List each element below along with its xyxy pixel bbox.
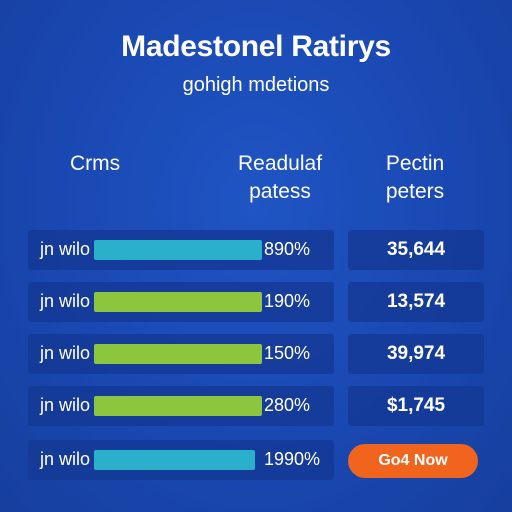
row-panel: jn wilo 890% [28, 230, 334, 270]
bar-track [94, 292, 262, 312]
bar-track [94, 396, 262, 416]
row-value-panel: $1,745 [348, 386, 484, 426]
page-subtitle: gohigh mdetions [182, 74, 330, 96]
progress-bar [94, 450, 255, 470]
row-value-panel: 13,574 [348, 282, 484, 322]
progress-bar [94, 396, 262, 416]
go-now-button[interactable]: Go4 Now [348, 444, 478, 478]
table-row: jn wilo 1990% [28, 440, 484, 480]
bar-track [94, 344, 262, 364]
row-label: jn wilo [40, 343, 91, 363]
column-header-3-line2: peters [385, 180, 445, 203]
row-percent: 190% [264, 291, 311, 311]
row-label: jn wilo [40, 449, 91, 469]
table-row: jn wilo 890% 35,644 [28, 230, 484, 270]
row-value: 35,644 [386, 239, 446, 260]
row-percent: 150% [264, 343, 311, 363]
column-header-3: Pectin peters [350, 150, 480, 206]
column-header-2: Readulaf patess [200, 150, 360, 206]
row-percent: 280% [264, 395, 311, 415]
row-value-panel: 39,974 [348, 334, 484, 374]
row-label: jn wilo [40, 239, 91, 259]
row-value: 13,574 [386, 291, 446, 312]
bar-track [94, 450, 262, 470]
row-percent: 1990% [264, 449, 321, 469]
progress-bar [94, 292, 262, 312]
page-title: Madestonel Ratirys [121, 30, 391, 63]
table-row: jn wilo 150% 39,974 [28, 334, 484, 374]
column-header-1: Crms [30, 150, 160, 178]
row-panel: jn wilo 190% [28, 282, 334, 322]
row-panel: jn wilo 280% [28, 386, 334, 426]
column-header-2-line2: patess [249, 180, 311, 203]
row-percent: 890% [264, 239, 311, 259]
row-value: 39,974 [386, 343, 446, 364]
progress-bar [94, 344, 262, 364]
column-header-1-text: Crms [70, 152, 121, 175]
row-label: jn wilo [40, 291, 91, 311]
row-panel: jn wilo 1990% [28, 440, 334, 480]
bar-track [94, 240, 262, 260]
table-row: jn wilo 280% $1,745 [28, 386, 484, 426]
progress-bar [94, 240, 262, 260]
row-value: $1,745 [386, 395, 446, 416]
row-label: jn wilo [40, 395, 91, 415]
row-panel: jn wilo 150% [28, 334, 334, 374]
row-value-panel: 35,644 [348, 230, 484, 270]
column-header-2-line1: Readulaf [237, 152, 323, 175]
column-header-3-line1: Pectin [385, 152, 445, 175]
table-row: jn wilo 190% 13,574 [28, 282, 484, 322]
